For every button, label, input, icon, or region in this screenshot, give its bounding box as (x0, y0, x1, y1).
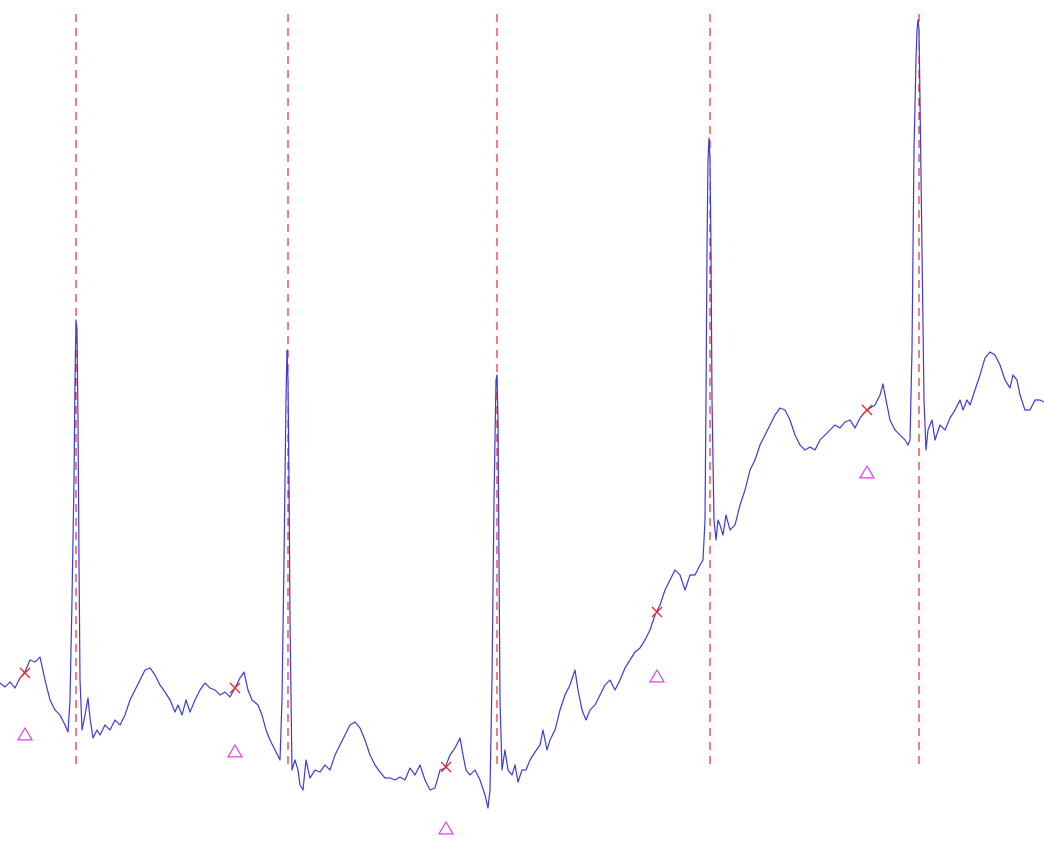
cross-marker (861, 404, 873, 416)
cross-marker (651, 606, 663, 618)
cross-marker (229, 682, 241, 694)
triangle-marker (648, 668, 666, 683)
triangle-marker (226, 743, 244, 758)
triangle-marker (437, 820, 455, 835)
triangle-marker (16, 726, 34, 741)
triangle-marker (858, 464, 876, 479)
cross-marker (19, 667, 31, 679)
cross-marker (440, 761, 452, 773)
signal-line (0, 19, 1044, 809)
